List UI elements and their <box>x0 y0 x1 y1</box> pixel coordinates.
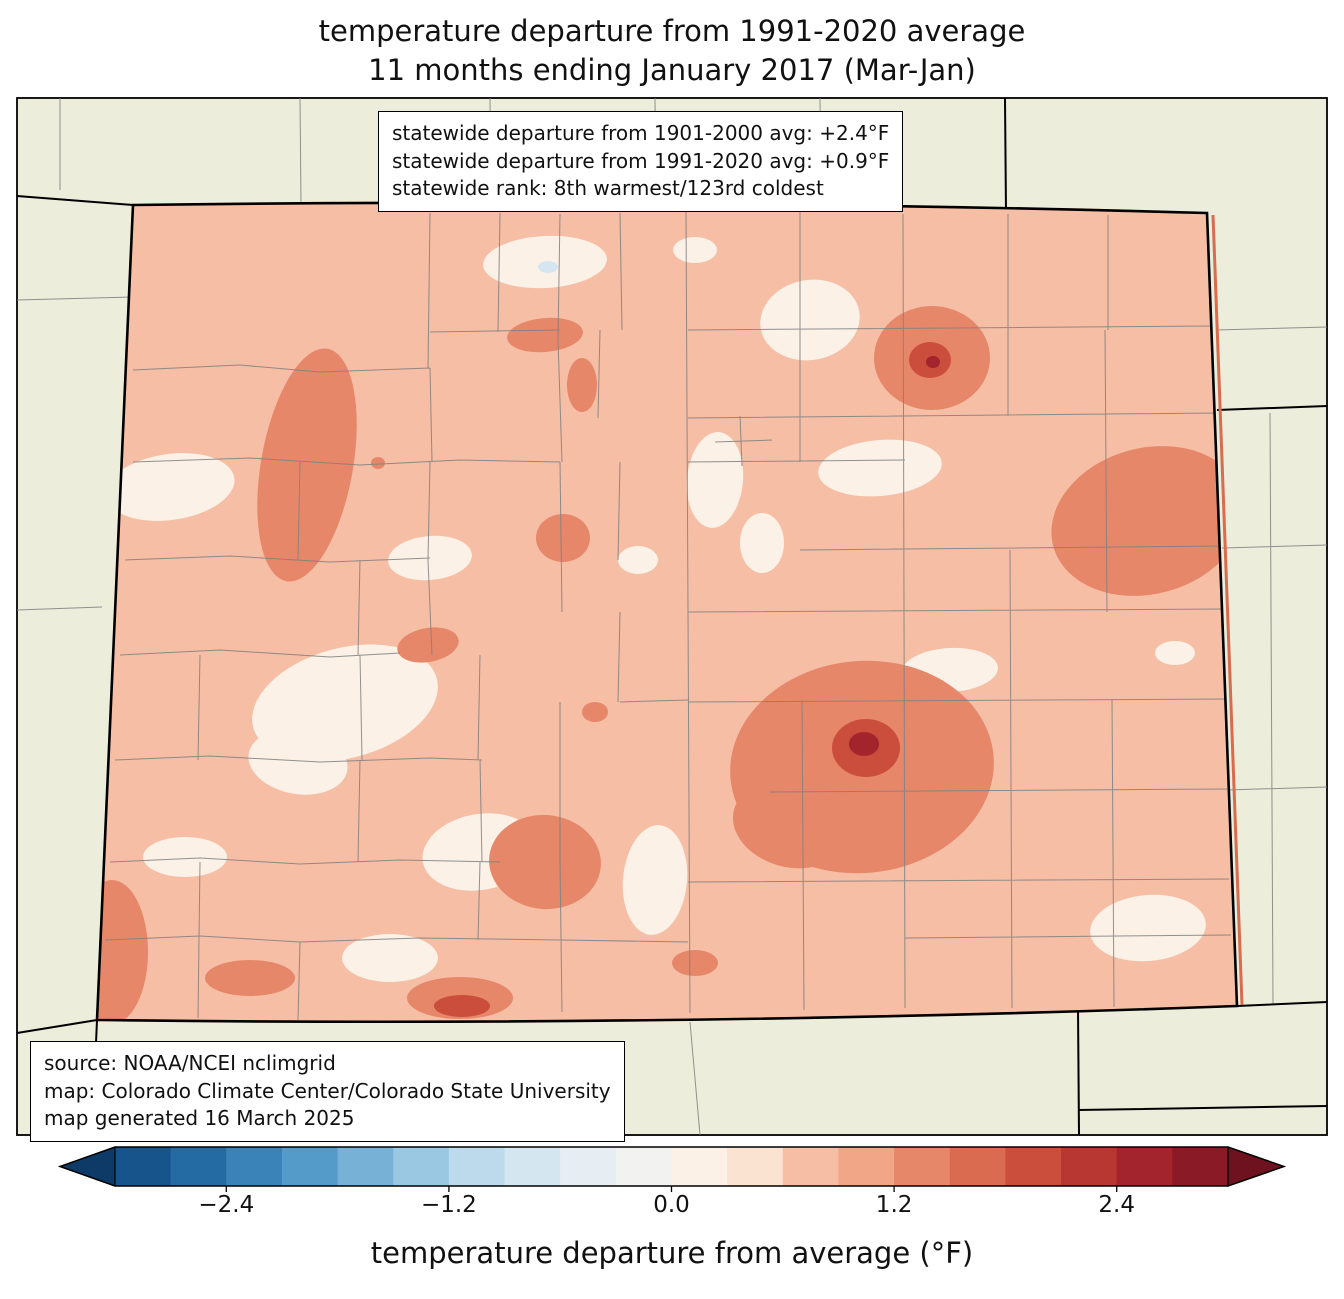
colorbar <box>57 1146 1287 1192</box>
anomaly-region-w3 <box>397 627 459 663</box>
colorbar-segment <box>281 1147 339 1186</box>
anomaly-region-cream <box>622 825 688 935</box>
county-lines-east <box>685 211 1232 1014</box>
colorbar-segment <box>226 1147 283 1186</box>
colorbar-over-arrow <box>1228 1147 1284 1186</box>
anomaly-region-cream <box>818 439 942 497</box>
anomaly-region-cream <box>760 279 860 361</box>
colorbar-segment <box>894 1147 951 1186</box>
colorbar-segment <box>115 1147 172 1186</box>
colorbar-segment <box>671 1147 728 1186</box>
anomaly-region-cream <box>686 432 744 528</box>
source-line-2: map: Colorado Climate Center/Colorado St… <box>44 1078 611 1103</box>
page-title: temperature departure from 1991-2020 ave… <box>0 12 1344 90</box>
colorbar-tick-label: 1.2 <box>875 1192 913 1218</box>
colorbar-tick-label: −1.2 <box>420 1192 477 1218</box>
colorbar-ticks: −2.4 −1.2 0.0 1.2 2.4 <box>0 1192 1344 1222</box>
colorbar-segment <box>838 1147 895 1186</box>
colorbar-label: temperature departure from average (°F) <box>370 1236 974 1270</box>
anomaly-region-cream <box>143 837 227 877</box>
colorbar-segment <box>448 1147 506 1186</box>
source-box: source: NOAA/NCEI nclimgrid map: Colorad… <box>30 1041 625 1142</box>
colorbar-segment <box>727 1147 784 1186</box>
source-line-1: source: NOAA/NCEI nclimgrid <box>44 1051 336 1075</box>
anomaly-region-w3 <box>257 348 357 582</box>
colorbar-segment <box>615 1147 673 1186</box>
stats-line-2: statewide departure from 1991-2020 avg: … <box>392 148 890 173</box>
colorbar-segment <box>1172 1147 1229 1186</box>
source-line-3: map generated 16 March 2025 <box>44 1106 355 1130</box>
data-sliver <box>1211 214 1244 1006</box>
anomaly-region-w4 <box>434 995 490 1017</box>
anomaly-region-cream <box>618 546 658 574</box>
anomaly-region-w3 <box>536 514 590 562</box>
anomaly-region-w3 <box>97 880 148 1022</box>
anomaly-region-w3 <box>205 960 295 996</box>
colorbar-segment <box>949 1147 1006 1186</box>
anomaly-region-pale_blue <box>538 261 558 273</box>
anomaly-region-w5 <box>926 356 940 368</box>
colorbar-tick-label: −2.4 <box>198 1192 255 1218</box>
anomaly-region-cream <box>1155 641 1195 665</box>
anomaly-blob-layer <box>97 235 1237 1022</box>
stats-line-1: statewide departure from 1901-2000 avg: … <box>392 121 890 145</box>
colorbar-segment <box>1061 1147 1118 1186</box>
stats-line-3: statewide rank: 8th warmest/123rd coldes… <box>392 176 824 200</box>
anomaly-region-cream <box>673 237 717 263</box>
anomaly-region-cream <box>342 934 438 982</box>
anomaly-region-w3 <box>507 317 583 353</box>
anomaly-region-w3 <box>582 702 608 722</box>
anomaly-region-w3 <box>567 358 597 412</box>
colorbar-segment <box>337 1147 394 1186</box>
anomaly-region-cream <box>248 729 348 795</box>
county-lines-west <box>104 212 689 1021</box>
title-line-2: 11 months ending January 2017 (Mar-Jan) <box>368 53 976 87</box>
colorbar-under-arrow <box>60 1147 115 1186</box>
colorbar-segment <box>1005 1147 1062 1186</box>
anomaly-region-cream <box>740 513 784 573</box>
colorbar-segment <box>560 1147 617 1186</box>
colorbar-tick-label: 0.0 <box>653 1192 690 1218</box>
anomaly-region-w3 <box>672 950 718 976</box>
colorbar-segment <box>1116 1147 1173 1186</box>
anomaly-region-w3 <box>371 457 385 469</box>
anomaly-region-w3 <box>732 781 848 869</box>
colorbar-segment <box>393 1147 450 1186</box>
anomaly-region-w3 <box>489 814 601 910</box>
colorbar-segment <box>170 1147 227 1186</box>
anomaly-region-cream <box>1090 894 1206 962</box>
anomaly-region-w3 <box>1051 446 1237 596</box>
anomaly-region-cream <box>105 453 235 521</box>
colorbar-tick-label: 2.4 <box>1098 1192 1135 1218</box>
colorbar-segment <box>782 1147 840 1186</box>
stats-box: statewide departure from 1901-2000 avg: … <box>378 111 904 212</box>
title-line-1: temperature departure from 1991-2020 ave… <box>318 14 1026 48</box>
colorbar-segment <box>504 1147 561 1186</box>
anomaly-region-w5 <box>849 732 879 756</box>
